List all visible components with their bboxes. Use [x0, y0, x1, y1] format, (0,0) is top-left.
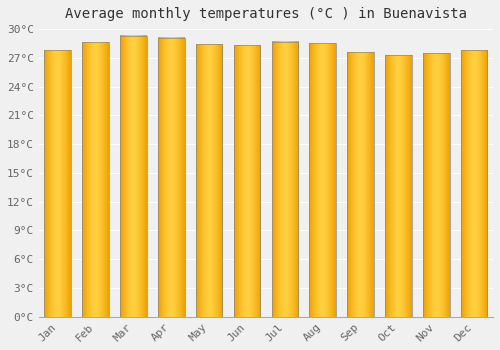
Bar	[272, 42, 298, 317]
Bar	[44, 50, 71, 317]
Bar	[234, 46, 260, 317]
Bar	[461, 50, 487, 317]
Bar	[82, 42, 109, 317]
Bar	[385, 55, 411, 317]
Bar	[82, 42, 109, 317]
Bar	[196, 44, 222, 317]
Title: Average monthly temperatures (°C ) in Buenavista: Average monthly temperatures (°C ) in Bu…	[65, 7, 467, 21]
Bar	[348, 52, 374, 317]
Bar	[158, 38, 184, 317]
Bar	[310, 43, 336, 317]
Bar	[423, 53, 450, 317]
Bar	[196, 44, 222, 317]
Bar	[272, 42, 298, 317]
Bar	[158, 38, 184, 317]
Bar	[44, 50, 71, 317]
Bar	[120, 36, 146, 317]
Bar	[461, 50, 487, 317]
Bar	[348, 52, 374, 317]
Bar	[423, 53, 450, 317]
Bar	[310, 43, 336, 317]
Bar	[385, 55, 411, 317]
Bar	[120, 36, 146, 317]
Bar	[234, 46, 260, 317]
